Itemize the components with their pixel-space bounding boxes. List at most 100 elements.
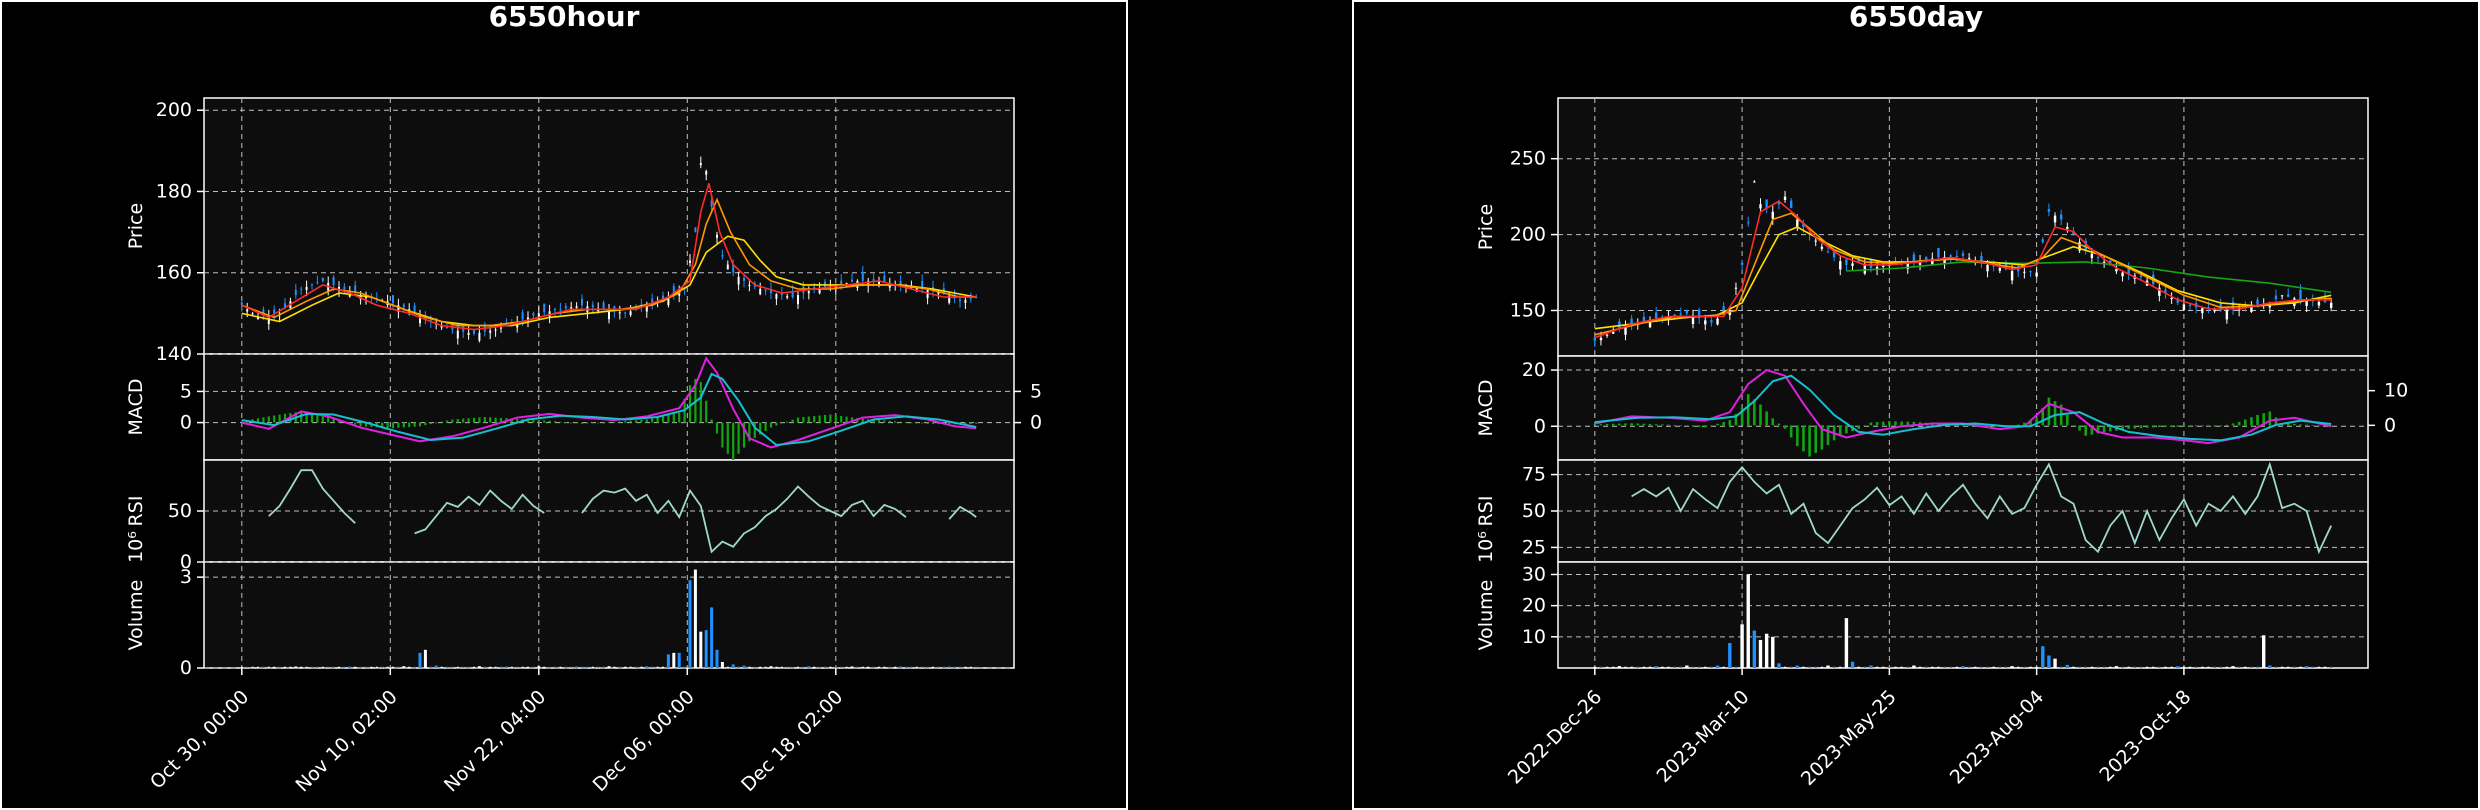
- candle-body: [737, 276, 740, 285]
- volume-bar-base: [1918, 666, 1922, 668]
- y-tick-label-right: 0: [1030, 412, 1042, 434]
- volume-bar-base: [2004, 666, 2008, 668]
- volume-bar-base: [635, 666, 637, 668]
- volume-bar-base: [937, 666, 940, 668]
- macd-histogram-bar: [1789, 425, 1793, 438]
- candle-body: [1673, 314, 1676, 316]
- volume-bar: [2176, 666, 2180, 668]
- x-tick-label: Oct 30, 00:00: [146, 686, 253, 793]
- macd-histogram-bar: [1900, 421, 1903, 426]
- macd-histogram-bar: [818, 415, 821, 423]
- volume-bar: [1746, 574, 1750, 668]
- volume-bar-base: [1906, 666, 1909, 668]
- macd-histogram-bar: [2250, 417, 2253, 426]
- candle-body: [2090, 253, 2094, 259]
- volume-bar-base: [343, 666, 346, 668]
- candle-body: [440, 325, 443, 328]
- candle-body: [1796, 219, 1799, 228]
- candle-body: [1955, 255, 1959, 257]
- volume-bar-base: [959, 666, 961, 668]
- x-tick-label: 2023-Aug-04: [1946, 686, 2048, 788]
- panel-volume: [1557, 561, 2369, 669]
- chart-figure-hourly: 6550hour 140 160 180 200 Price 0 5 MACD 0 5 0 50 RSI…: [0, 0, 1128, 810]
- candle-body: [921, 281, 924, 289]
- panel-macd: [203, 353, 1015, 461]
- ma-fast-line: [241, 183, 977, 331]
- candle-body: [743, 277, 745, 281]
- volume-bar-base: [251, 666, 254, 668]
- volume-exponent-label: 10⁶: [1475, 531, 1497, 563]
- volume-bar-base: [1949, 666, 1952, 668]
- candle-body: [861, 272, 864, 281]
- volume-bar-base: [1722, 666, 1725, 668]
- x-tick-label: Nov 22, 04:00: [440, 686, 550, 796]
- y-tick-label: 200: [1510, 224, 1546, 246]
- volume-bar-base: [321, 666, 324, 668]
- macd-histogram-bar: [1765, 411, 1768, 426]
- candle-body: [1599, 337, 1603, 341]
- volume-bar-base: [1630, 666, 1633, 668]
- volume-bar-base: [289, 666, 292, 668]
- candle-body: [2139, 275, 2143, 278]
- candle-body: [1931, 258, 1934, 265]
- x-tick-label: 2023-May-25: [1797, 686, 1901, 790]
- candle-body: [2256, 299, 2259, 306]
- macd-histogram-bar: [526, 419, 530, 423]
- candle-body: [872, 278, 875, 281]
- macd-histogram-bar: [575, 422, 578, 424]
- macd-histogram-bar: [489, 417, 492, 423]
- volume-bar-base: [2090, 666, 2094, 668]
- macd-histogram-bar: [629, 420, 632, 423]
- volume-bar-base: [953, 666, 956, 668]
- volume-bar: [504, 666, 508, 668]
- candle-body: [257, 317, 259, 320]
- macd-histogram-bar: [1697, 425, 1701, 427]
- volume-bar: [1685, 665, 1689, 668]
- volume-bar: [1869, 665, 1873, 668]
- macd-histogram-bar: [359, 422, 362, 427]
- candle-body: [2096, 257, 2100, 259]
- volume-bar-base: [829, 666, 832, 668]
- macd-histogram-bar: [678, 412, 681, 423]
- candle-body: [537, 313, 540, 319]
- volume-bar-base: [1882, 666, 1885, 668]
- macd-histogram-bar: [1753, 399, 1756, 426]
- volume-bar-base: [516, 666, 519, 668]
- macd-histogram-bar: [759, 422, 762, 435]
- candle-body: [1998, 267, 2002, 271]
- candle-body: [392, 295, 394, 304]
- candle-body: [1685, 310, 1689, 314]
- candle-body: [2047, 209, 2051, 212]
- volume-bar-base: [2256, 666, 2259, 668]
- candle-body: [2078, 242, 2081, 251]
- macd-histogram-bar: [1826, 425, 1830, 445]
- candle-body: [1648, 319, 1652, 328]
- volume-bar-base: [613, 666, 616, 668]
- volume-bar-base: [656, 666, 659, 668]
- macd-histogram-bar: [710, 419, 713, 423]
- macd-histogram-bar: [408, 422, 411, 428]
- macd-histogram-bar: [597, 422, 600, 424]
- y-tick-label: 50: [1522, 500, 1546, 522]
- candle-body: [494, 329, 497, 331]
- volume-bar-base: [921, 666, 924, 668]
- macd-histogram-bar: [553, 421, 557, 423]
- macd-histogram-bar: [451, 419, 454, 423]
- volume-bar: [2114, 666, 2119, 668]
- volume-bar-base: [640, 666, 643, 668]
- macd-histogram-bar: [1703, 425, 1707, 428]
- y-tick-label: 150: [1510, 299, 1546, 321]
- y-axis-label: Price: [125, 203, 147, 249]
- macd-histogram-bar: [305, 412, 308, 423]
- macd-histogram-bar: [840, 415, 843, 423]
- macd-histogram-bar: [332, 417, 335, 423]
- macd-histogram-bar: [2317, 425, 2321, 427]
- macd-histogram-bar: [2139, 425, 2143, 429]
- chart-title: 6550day: [1848, 0, 1984, 33]
- candle-body: [1612, 331, 1615, 334]
- macd-histogram-bar: [1728, 420, 1732, 426]
- macd-histogram-bar: [834, 415, 837, 423]
- ma-mid-line: [1594, 212, 2332, 336]
- macd-histogram-bar: [1986, 425, 1989, 428]
